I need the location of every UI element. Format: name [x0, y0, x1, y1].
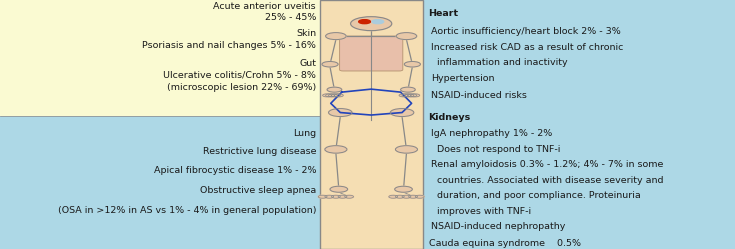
Circle shape — [402, 195, 411, 198]
Circle shape — [395, 146, 417, 153]
Circle shape — [326, 33, 346, 40]
Text: countries. Associated with disease severity and: countries. Associated with disease sever… — [431, 176, 664, 185]
Circle shape — [325, 195, 334, 198]
Text: Heart: Heart — [429, 9, 459, 18]
Circle shape — [401, 87, 415, 92]
Text: Obstructive sleep apnea: Obstructive sleep apnea — [200, 186, 316, 195]
Circle shape — [405, 94, 414, 97]
Circle shape — [415, 195, 424, 198]
Circle shape — [395, 186, 412, 192]
Circle shape — [399, 94, 408, 97]
Circle shape — [359, 20, 370, 24]
Circle shape — [345, 195, 354, 198]
Text: (OSA in >12% in AS vs 1% - 4% in general population): (OSA in >12% in AS vs 1% - 4% in general… — [57, 206, 316, 215]
Circle shape — [325, 146, 347, 153]
Circle shape — [318, 195, 327, 198]
Text: improves with TNF-i: improves with TNF-i — [431, 207, 531, 216]
Text: Apical fibrocystic disease 1% - 2%: Apical fibrocystic disease 1% - 2% — [154, 166, 316, 175]
Text: Gut: Gut — [299, 59, 316, 68]
Circle shape — [396, 33, 417, 40]
Bar — [423, 0, 735, 249]
Circle shape — [409, 195, 417, 198]
Circle shape — [322, 62, 338, 67]
Text: Kidneys: Kidneys — [429, 113, 470, 122]
Text: Acute anterior uveitis: Acute anterior uveitis — [213, 2, 316, 11]
Text: 25% - 45%: 25% - 45% — [265, 13, 316, 22]
Text: Renal amyloidosis 0.3% - 1.2%; 4% - 7% in some: Renal amyloidosis 0.3% - 1.2%; 4% - 7% i… — [431, 160, 664, 169]
Text: NSAID-induced nephropathy: NSAID-induced nephropathy — [431, 222, 566, 231]
Circle shape — [372, 20, 384, 24]
Text: IgA nephropathy 1% - 2%: IgA nephropathy 1% - 2% — [431, 129, 553, 138]
Text: Psoriasis and nail changes 5% - 16%: Psoriasis and nail changes 5% - 16% — [142, 41, 316, 50]
Circle shape — [329, 109, 352, 117]
Circle shape — [323, 94, 331, 97]
Text: Does not respond to TNF-i: Does not respond to TNF-i — [431, 145, 561, 154]
FancyBboxPatch shape — [340, 36, 403, 71]
Text: Skin: Skin — [296, 29, 316, 38]
Bar — [0, 0, 320, 116]
Text: (microscopic lesion 22% - 69%): (microscopic lesion 22% - 69%) — [167, 83, 316, 92]
Circle shape — [327, 87, 342, 92]
Text: NSAID-induced risks: NSAID-induced risks — [431, 91, 527, 100]
Circle shape — [411, 94, 420, 97]
Text: Hypertension: Hypertension — [431, 74, 495, 83]
Circle shape — [351, 17, 392, 31]
Circle shape — [389, 195, 398, 198]
Circle shape — [331, 195, 340, 198]
Text: inflammation and inactivity: inflammation and inactivity — [431, 58, 568, 67]
Circle shape — [395, 195, 404, 198]
Text: Increased risk CAD as a result of chronic: Increased risk CAD as a result of chroni… — [431, 43, 624, 52]
Text: Ulcerative colitis/Crohn 5% - 8%: Ulcerative colitis/Crohn 5% - 8% — [163, 71, 316, 80]
Bar — [320, 0, 423, 249]
Circle shape — [329, 94, 337, 97]
Circle shape — [404, 62, 420, 67]
Bar — [0, 116, 320, 249]
Text: duration, and poor compliance. Proteinuria: duration, and poor compliance. Proteinur… — [431, 191, 641, 200]
Text: Lung: Lung — [293, 128, 316, 138]
Circle shape — [330, 186, 348, 192]
Circle shape — [326, 94, 334, 97]
Circle shape — [334, 94, 343, 97]
Text: Aortic insufficiency/heart block 2% - 3%: Aortic insufficiency/heart block 2% - 3% — [431, 27, 621, 36]
Circle shape — [338, 195, 347, 198]
Text: Restrictive lung disease: Restrictive lung disease — [203, 147, 316, 156]
Circle shape — [390, 109, 414, 117]
Circle shape — [408, 94, 417, 97]
Text: Cauda equina syndrome    0.5%: Cauda equina syndrome 0.5% — [429, 239, 581, 248]
Circle shape — [331, 94, 340, 97]
Circle shape — [402, 94, 411, 97]
